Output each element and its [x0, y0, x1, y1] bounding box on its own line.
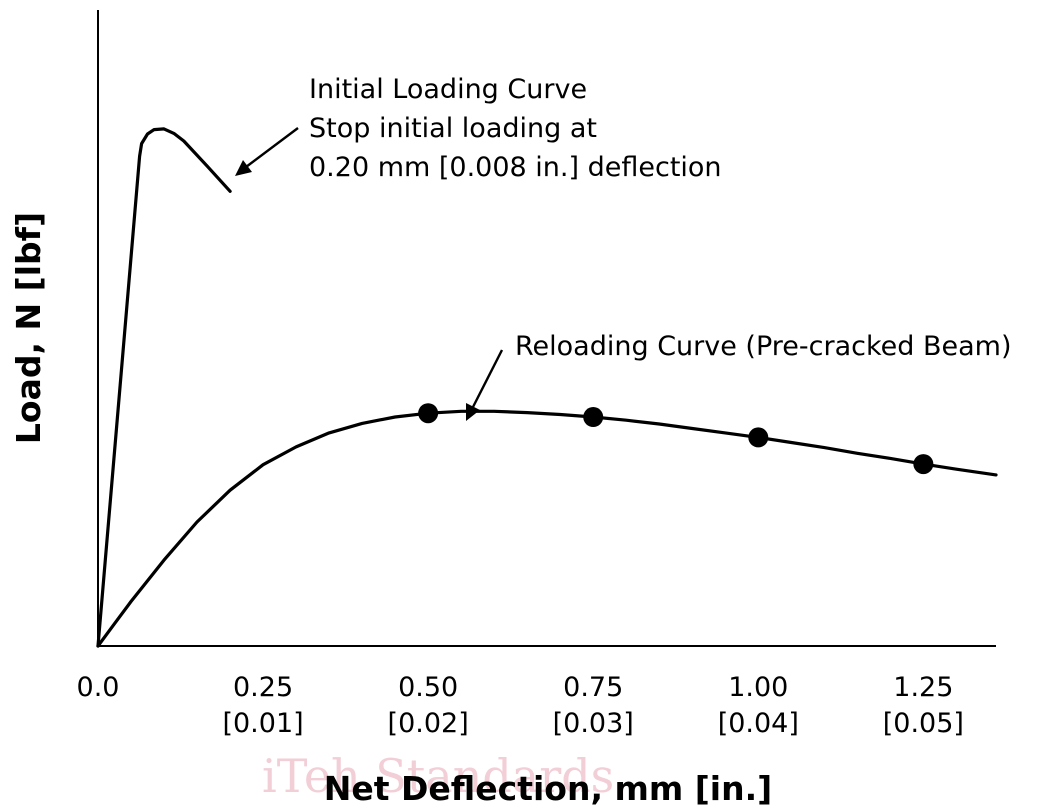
x-axis-title: Net Deflection, mm [in.]: [324, 769, 772, 808]
data-point-marker: [913, 454, 934, 475]
series-initial-loading-curve: [96, 127, 232, 648]
series-group: [96, 127, 998, 648]
data-point-marker: [418, 403, 439, 424]
x-tick-label: 0.75: [563, 672, 623, 703]
annotation-reloading-arrow: [471, 349, 504, 408]
marker-group: [418, 403, 934, 475]
x-tick-labels: 0.0 0.25 [0.01] 0.50 [0.02] 0.75 [0.03] 1.00 [0.…: [77, 672, 964, 739]
annotation-initial-line-2: Stop initial loading at: [309, 113, 597, 144]
annotation-initial-line-3: 0.20 mm [0.008 in.] deflection: [309, 152, 722, 183]
y-axis-title: Load, N [lbf]: [9, 212, 48, 444]
watermark: iTeh Standards: [262, 749, 614, 803]
x-tick-sublabel: [0.01]: [222, 708, 303, 739]
annotation-reloading-arrowhead: [466, 403, 480, 421]
x-tick-sublabel: [0.05]: [883, 708, 964, 739]
x-tick-sublabel: [0.02]: [388, 708, 469, 739]
series-reloading-curve: [96, 409, 998, 648]
x-tick-label: 0.50: [398, 672, 458, 703]
annotation-initial-arrowhead: [235, 160, 252, 176]
x-tick-label: 1.25: [893, 672, 953, 703]
annotation-reloading-line-1: Reloading Curve (Pre-cracked Beam): [515, 331, 1012, 362]
annotation-reloading: Reloading Curve (Pre-cracked Beam): [466, 331, 1012, 421]
x-tick-label: 0.0: [77, 672, 120, 703]
x-tick-label: 1.00: [728, 672, 788, 703]
annotation-initial-arrow: [245, 127, 299, 168]
x-tick-sublabel: [0.04]: [718, 708, 799, 739]
data-point-marker: [748, 427, 769, 448]
x-tick-sublabel: [0.03]: [553, 708, 634, 739]
x-tick-label: 0.25: [233, 672, 293, 703]
annotation-initial-loading: Initial Loading Curve Stop initial loadi…: [235, 74, 722, 183]
annotation-initial-line-1: Initial Loading Curve: [309, 74, 587, 105]
data-point-marker: [583, 407, 604, 428]
